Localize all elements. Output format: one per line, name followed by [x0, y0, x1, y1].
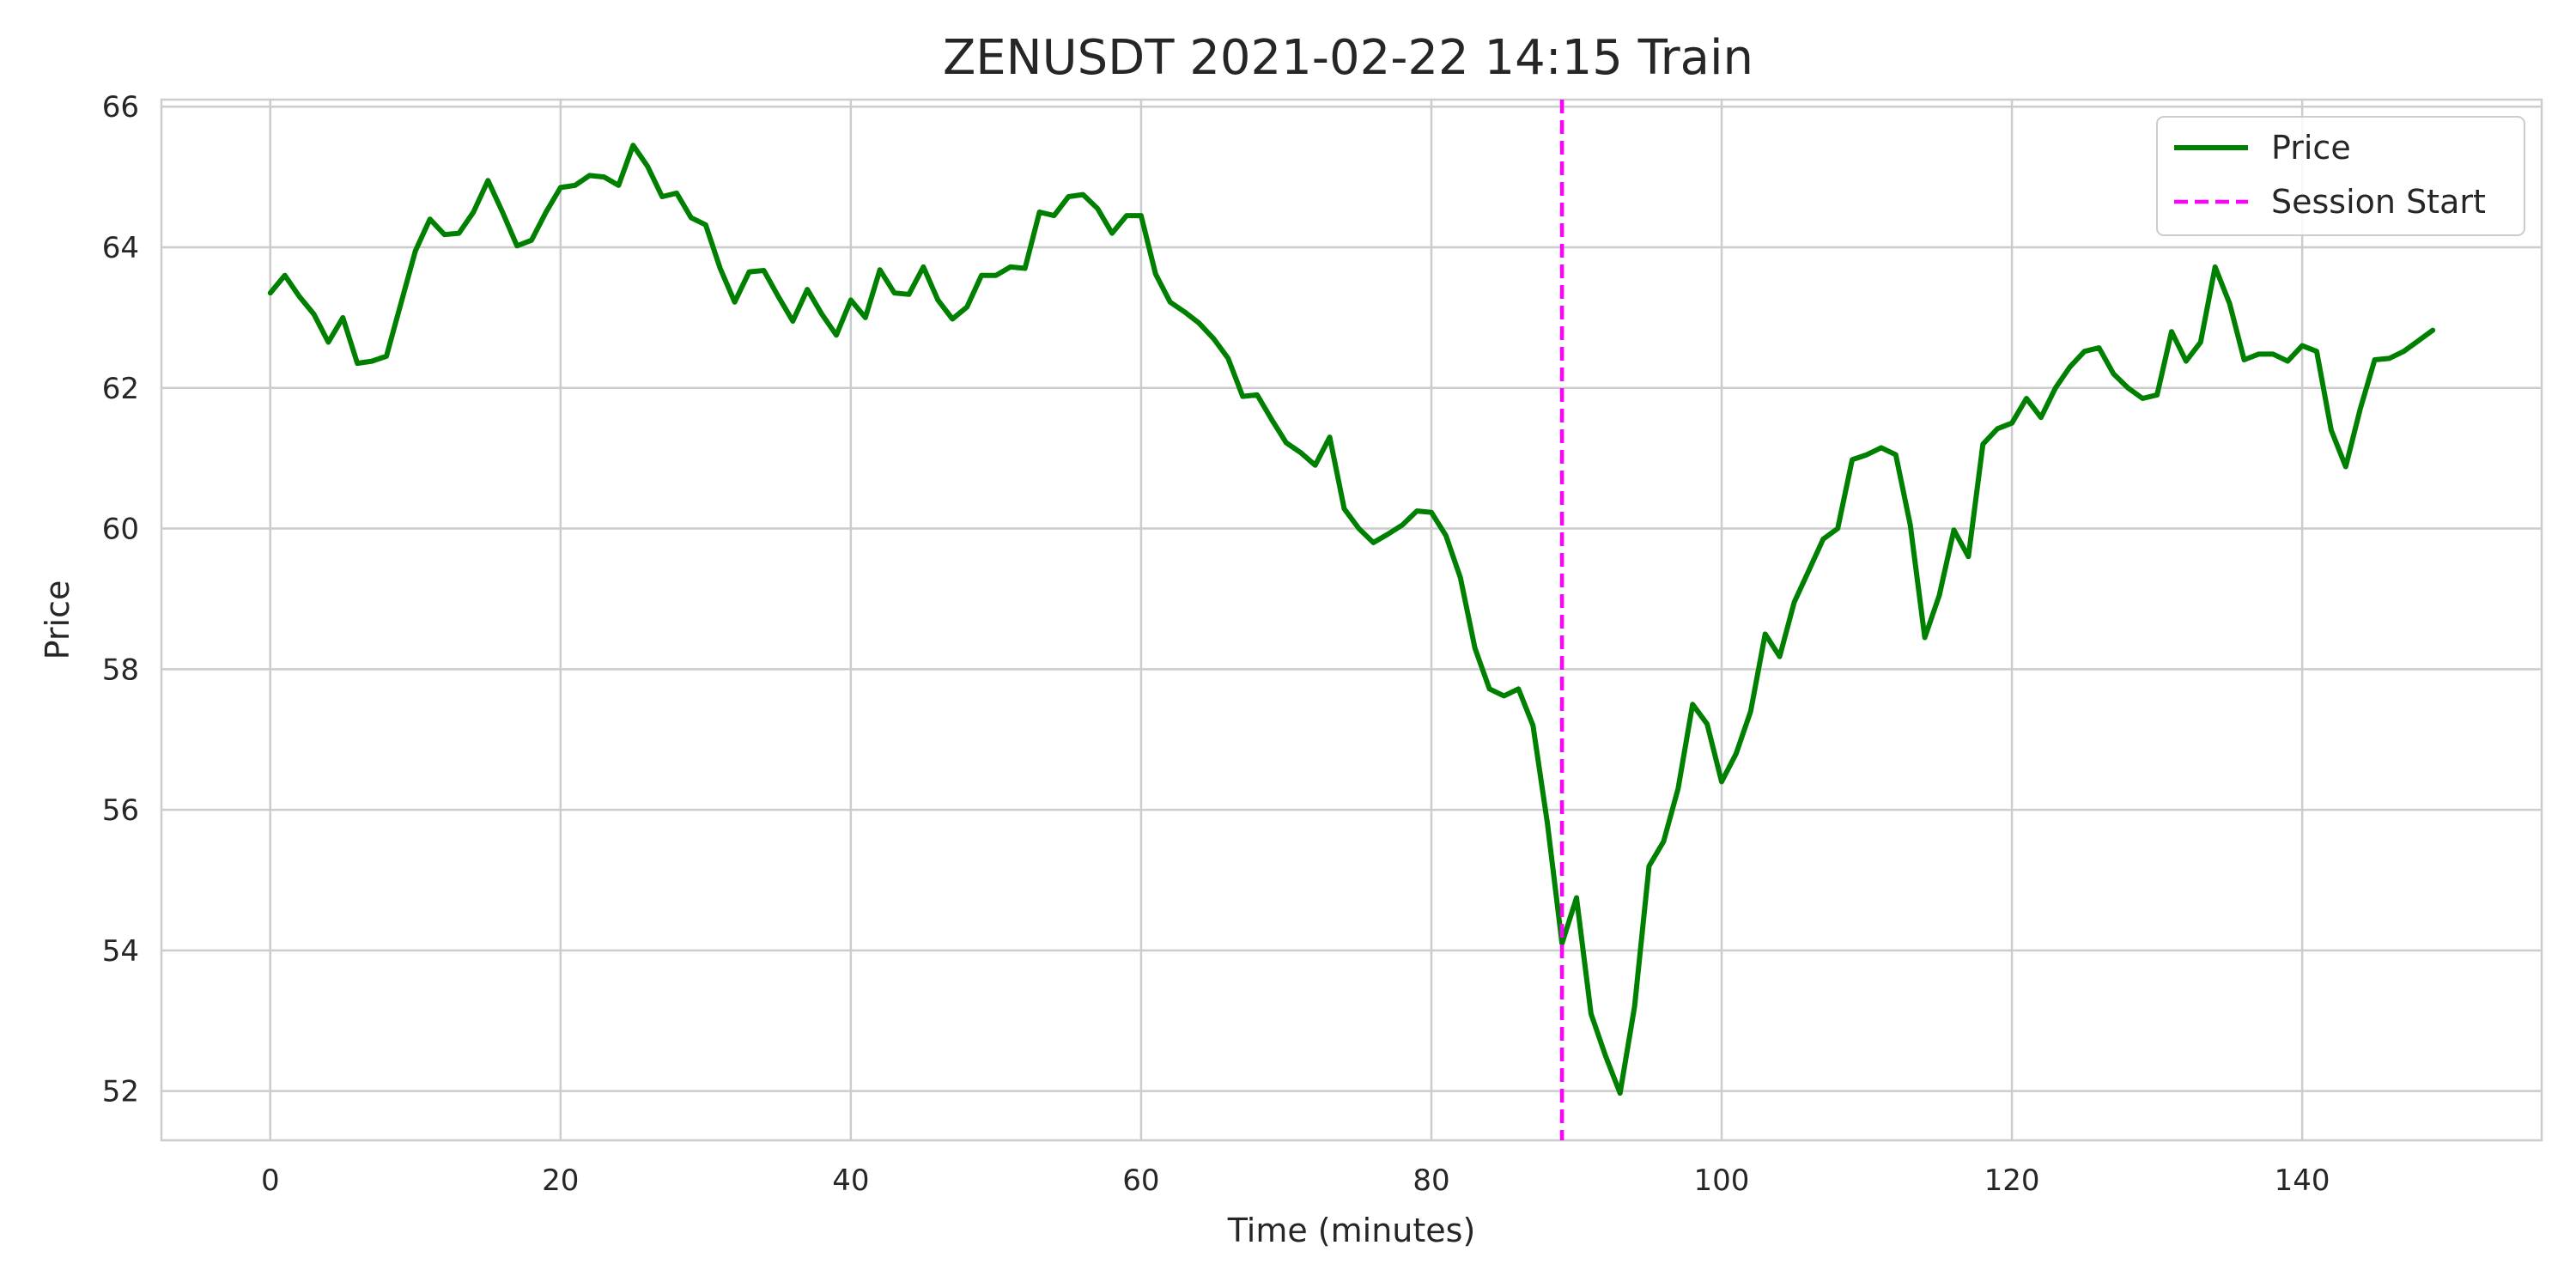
y-tick-label: 62: [102, 372, 139, 406]
y-axis-ticks: 52 54 56 58 60 62 64 66: [102, 90, 139, 1109]
price-line: [267, 143, 2436, 1097]
y-tick-label: 54: [102, 934, 139, 969]
grid-lines: [161, 100, 2542, 1140]
legend: Price Session Start: [2156, 116, 2525, 236]
x-tick-label: 0: [261, 1163, 280, 1198]
x-tick-label: 20: [542, 1163, 579, 1198]
x-tick-label: 100: [1694, 1163, 1750, 1198]
x-axis-label: Time (minutes): [1227, 1212, 1476, 1249]
x-axis-ticks: 0 20 40 60 80 100 120 140: [261, 1163, 2330, 1198]
legend-label-price: Price: [2271, 129, 2351, 167]
x-tick-label: 140: [2275, 1163, 2330, 1198]
x-tick-label: 120: [1984, 1163, 2040, 1198]
legend-box: [2156, 116, 2525, 236]
x-tick-label: 40: [832, 1163, 869, 1198]
x-tick-label: 60: [1122, 1163, 1159, 1198]
y-tick-label: 52: [102, 1075, 139, 1109]
y-tick-label: 56: [102, 793, 139, 828]
y-tick-label: 66: [102, 90, 139, 125]
legend-label-session-start: Session Start: [2271, 183, 2486, 221]
y-tick-label: 60: [102, 513, 139, 547]
y-axis-label: Price: [39, 580, 76, 660]
y-tick-label: 58: [102, 653, 139, 687]
series-layer: [267, 100, 2436, 1140]
plot-area-frame: [160, 98, 2543, 1142]
chart-title: ZENUSDT 2021-02-22 14:15 Train: [943, 30, 1753, 86]
y-tick-label: 64: [102, 231, 139, 265]
x-tick-label: 80: [1413, 1163, 1449, 1198]
